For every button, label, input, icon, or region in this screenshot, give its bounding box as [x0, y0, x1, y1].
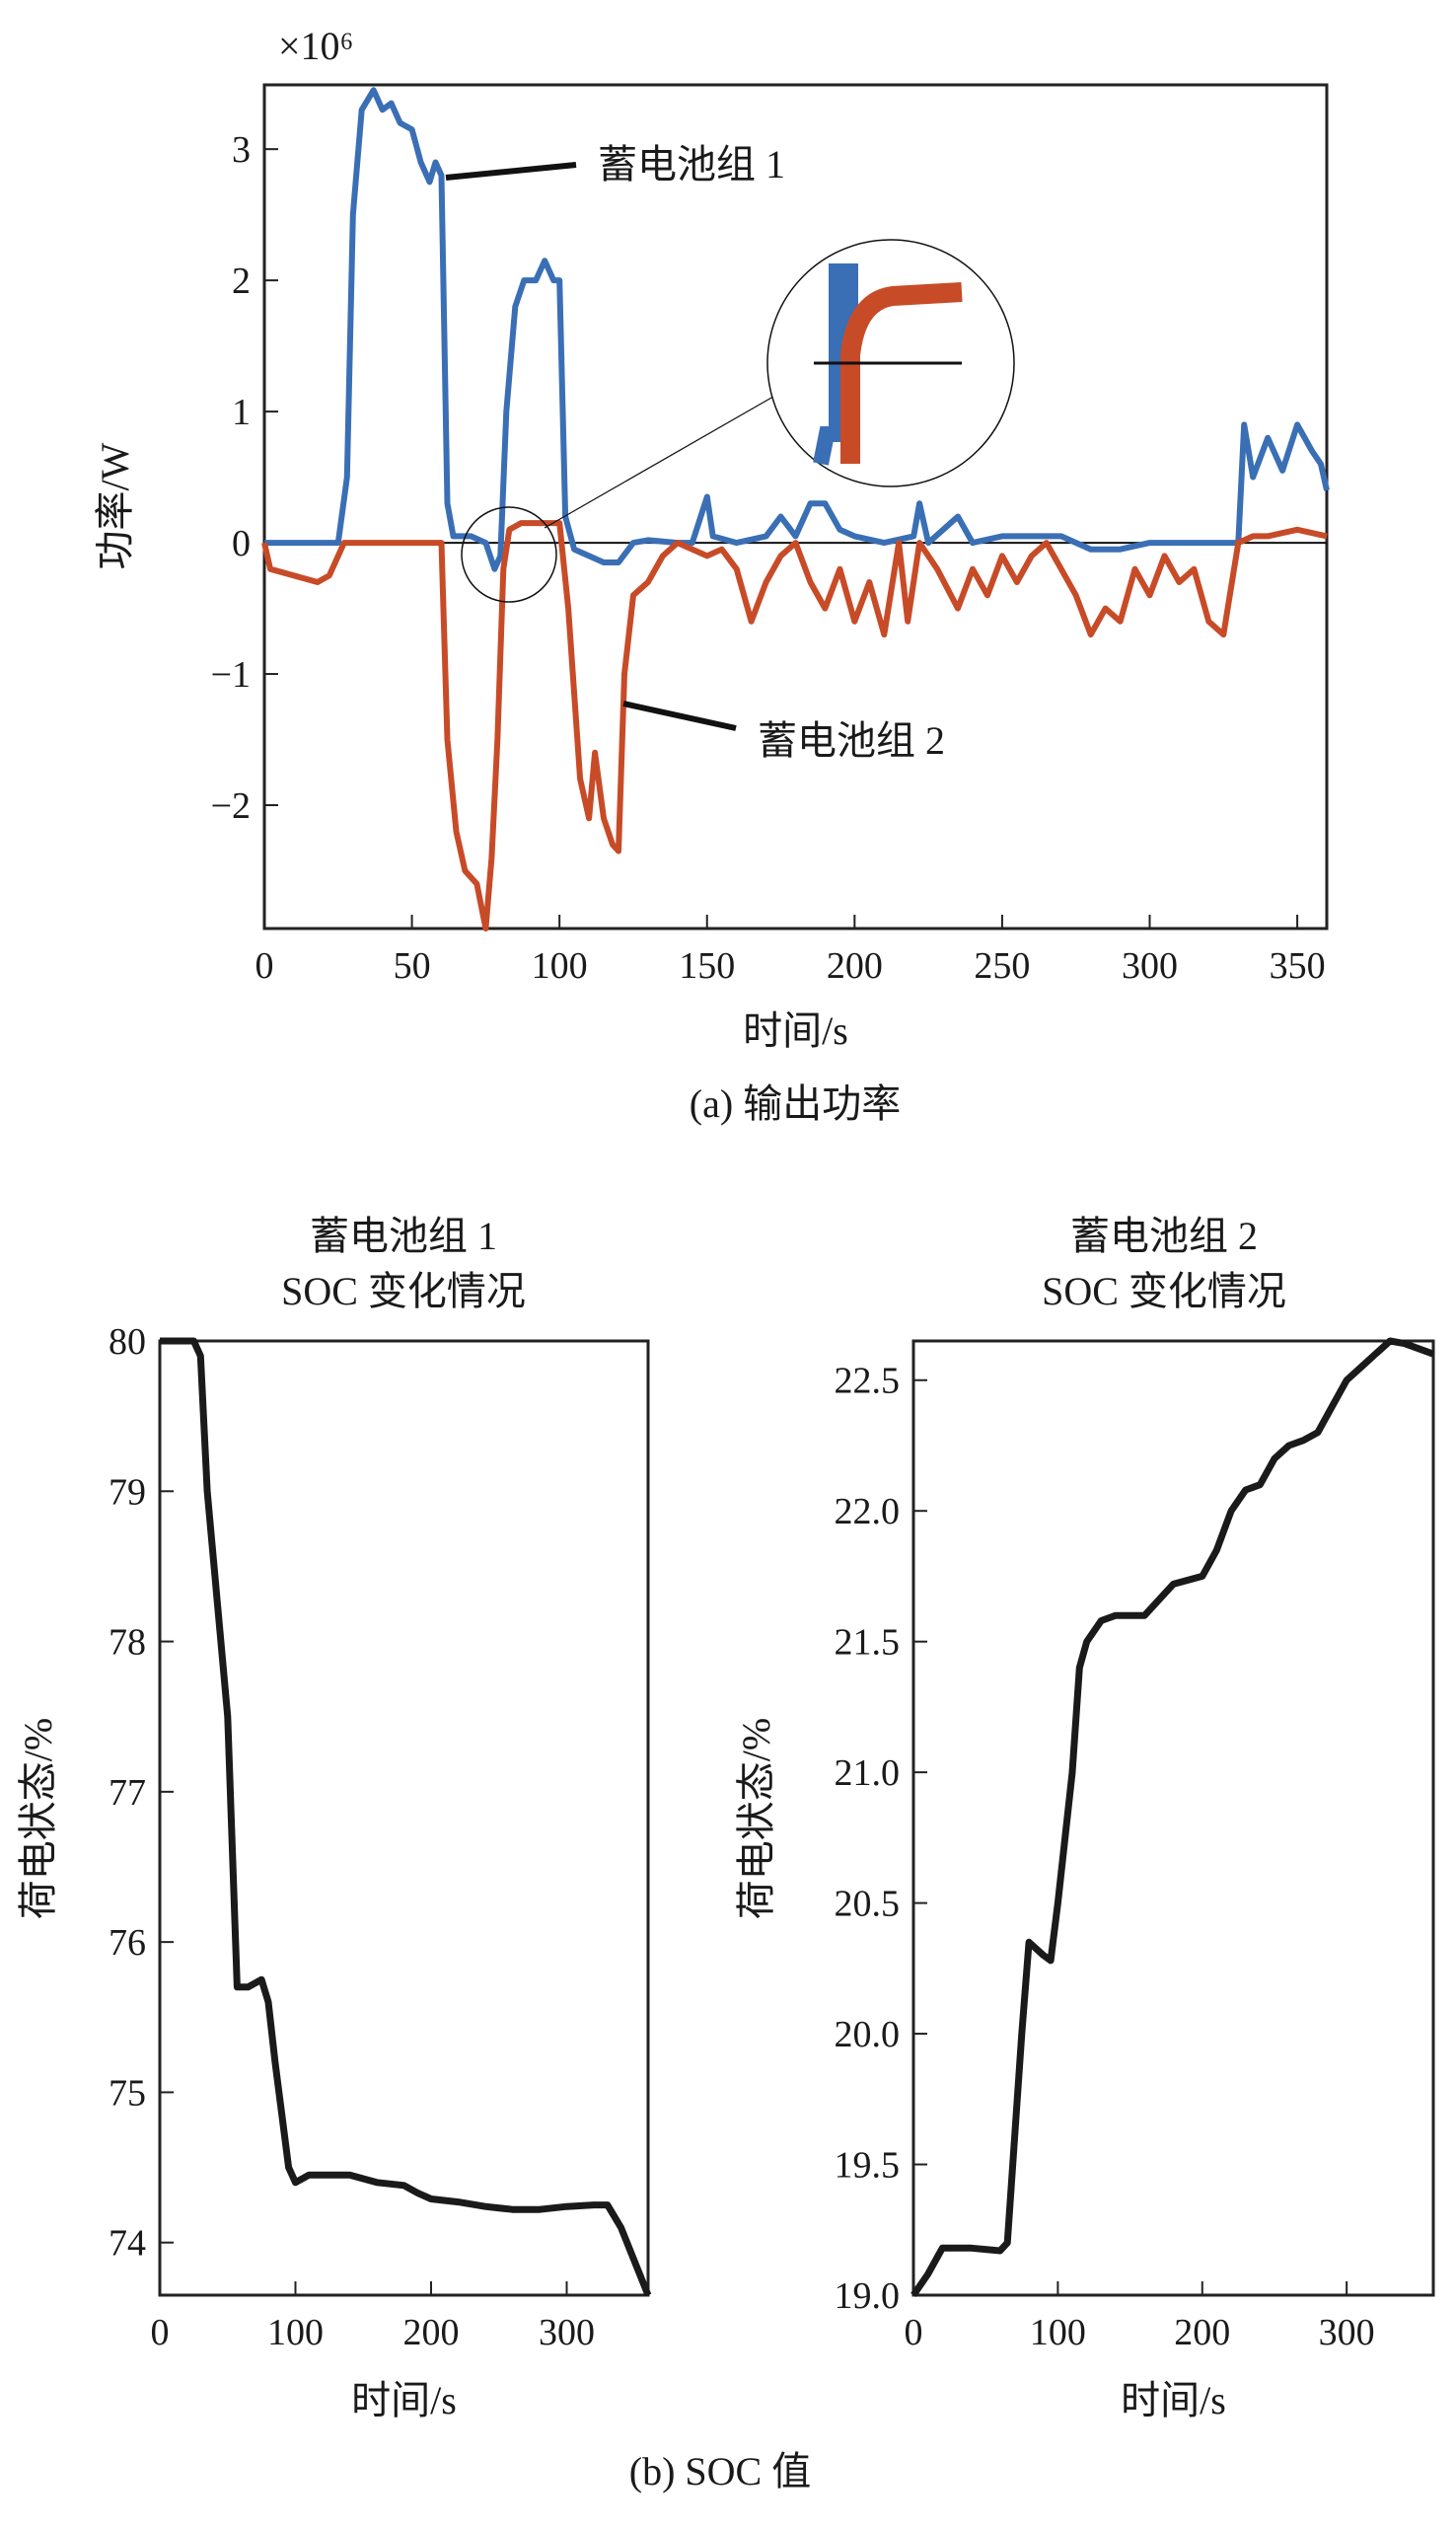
- y-tick-label: 78: [109, 1622, 146, 1664]
- plot-frame: [911, 1339, 1435, 2297]
- y-tick-label: 3: [232, 129, 251, 171]
- plot-frame: [158, 1339, 650, 2297]
- soc2-chart: 0 100 200 300 19.0 19.5 20.0 20.5 21.0 21.5 22.0 22…: [734, 1214, 1435, 2422]
- y-tick-label: 0: [232, 523, 251, 564]
- x-tick-label: 200: [403, 2312, 460, 2353]
- caption-a: (a) 输出功率: [690, 1081, 901, 1126]
- series-line-battery-2: [261, 520, 1328, 931]
- y-tick-label: 21.5: [835, 1622, 901, 1664]
- zoom-inset-battery1: [813, 263, 858, 466]
- x-axis-label: 时间/s: [743, 1008, 848, 1053]
- chart-title: SOC 变化情况: [281, 1269, 526, 1313]
- chart-title: 蓄电池组 2: [1070, 1214, 1258, 1258]
- x-tick-label: 300: [539, 2312, 595, 2353]
- annotation-battery-1: 蓄电池组 1: [598, 142, 785, 186]
- x-tick-label: 150: [679, 945, 735, 987]
- x-tick-label: 350: [1270, 945, 1326, 987]
- x-tick-label: 250: [974, 945, 1030, 987]
- series-line-battery-1: [264, 87, 1330, 572]
- y-tick-label: 75: [109, 2072, 146, 2114]
- annotation-battery-2: 蓄电池组 2: [758, 718, 945, 763]
- x-tick-label: 300: [1122, 945, 1178, 987]
- annotation-leader-1: [445, 162, 577, 181]
- x-tick-label: 0: [905, 2312, 923, 2353]
- x-tick-label: 100: [1030, 2312, 1086, 2353]
- x-tick-label: 300: [1319, 2312, 1375, 2353]
- plot-frame: [262, 83, 1329, 930]
- x-tick-label: 50: [394, 945, 431, 987]
- y-tick-label: 22.0: [835, 1491, 901, 1532]
- y-tick-label: 79: [109, 1471, 146, 1513]
- y-tick-label: 77: [109, 1772, 146, 1814]
- y-tick-label: 19.0: [835, 2275, 901, 2317]
- x-tick-label: 200: [827, 945, 883, 987]
- zoom-inset: [766, 239, 1015, 487]
- x-tick-label: 100: [532, 945, 588, 987]
- y-tick-label: 1: [232, 392, 251, 433]
- power-chart: 0 50 100 150 200 250 300 350 −2 −1 0 1 2 3 时间/s 功率/W ×10…: [93, 24, 1330, 1053]
- annotation-leader-2: [622, 701, 737, 731]
- soc1-chart: 0 100 200 300 74 75 76 77 78 79 80 时间/s 荷电状态/% 蓄电池组 1…: [16, 1214, 652, 2422]
- soc-line: [910, 1337, 1435, 2297]
- y-tick-label: −2: [211, 785, 251, 827]
- y-axis-label: 荷电状态/%: [734, 1718, 778, 1919]
- x-tick-label: 0: [151, 2312, 170, 2353]
- y-tick-label: 20.0: [835, 2014, 901, 2055]
- chart-title: 蓄电池组 1: [310, 1214, 497, 1258]
- x-axis-label: 时间/s: [351, 2378, 457, 2422]
- y-tick-label: 80: [109, 1321, 146, 1363]
- y-tick-label: 20.5: [835, 1884, 901, 1925]
- soc-line: [160, 1337, 652, 2297]
- y-scale-multiplier: ×10⁶: [278, 24, 354, 68]
- y-tick-label: 19.5: [835, 2145, 901, 2187]
- zoom-region-circle: [461, 506, 557, 603]
- y-tick-label: 21.0: [835, 1752, 901, 1794]
- chart-title: SOC 变化情况: [1042, 1269, 1286, 1313]
- y-tick-label: 22.5: [835, 1361, 901, 1402]
- y-tick-label: −1: [211, 654, 251, 696]
- zoom-connector: [544, 389, 786, 529]
- caption-b: (b) SOC 值: [629, 2449, 811, 2493]
- x-axis-label: 时间/s: [1121, 2378, 1226, 2422]
- y-tick-label: 2: [232, 260, 251, 302]
- y-axis-label: 荷电状态/%: [16, 1718, 60, 1919]
- y-tick-label: 74: [109, 2223, 146, 2265]
- y-axis-label: 功率/W: [93, 442, 137, 569]
- x-tick-label: 200: [1174, 2312, 1230, 2353]
- x-tick-label: 100: [267, 2312, 324, 2353]
- zoom-inset-battery2: [840, 282, 963, 464]
- y-tick-label: 76: [109, 1922, 146, 1964]
- x-tick-label: 0: [255, 945, 274, 987]
